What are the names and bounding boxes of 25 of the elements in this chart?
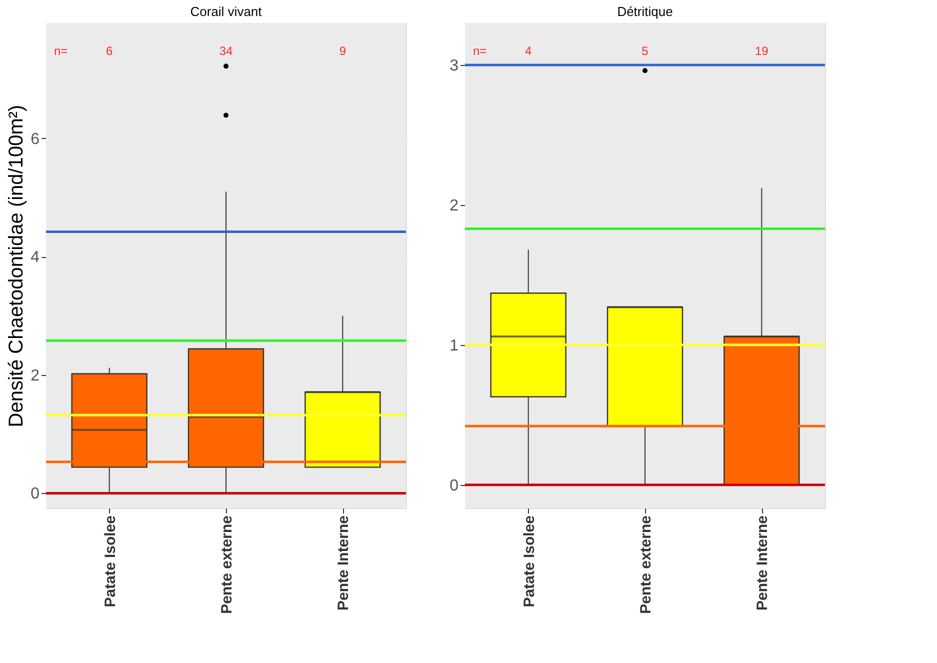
annotation: 34 (219, 44, 233, 58)
annotation: 5 (642, 44, 649, 58)
y-tick-label: 1 (450, 337, 459, 354)
y-tick-label: 0 (30, 486, 40, 503)
x-tick-label: Pente externe (638, 516, 654, 614)
y-tick-label: 4 (30, 249, 40, 266)
x-tick-label: Pente Interne (754, 516, 772, 611)
x-tick-label: Pente Interne (335, 516, 352, 611)
y-tick-label: 6 (30, 130, 40, 148)
x-tick-label: Patate Isolee (520, 516, 538, 608)
annotation: 4 (524, 44, 532, 58)
y-axis-title: Densité Chaetodontidae (ind/100m²) (6, 104, 28, 428)
annotation: 6 (106, 44, 113, 58)
chart-title: Détritique (617, 4, 673, 19)
annotation: n= (54, 44, 68, 58)
y-tick-label: 0 (450, 477, 459, 494)
y-tick-label: 2 (30, 367, 40, 384)
y-tick-label: 2 (450, 197, 459, 214)
chart-title: Corail vivant (190, 4, 262, 19)
annotation: 9 (339, 44, 346, 58)
y-tick-label: 3 (450, 57, 459, 74)
x-tick-label: Patate Isolee (102, 516, 119, 608)
annotation: n= (473, 44, 487, 58)
annotation: 19 (754, 44, 769, 58)
x-tick-label: Pente externe (218, 516, 236, 614)
